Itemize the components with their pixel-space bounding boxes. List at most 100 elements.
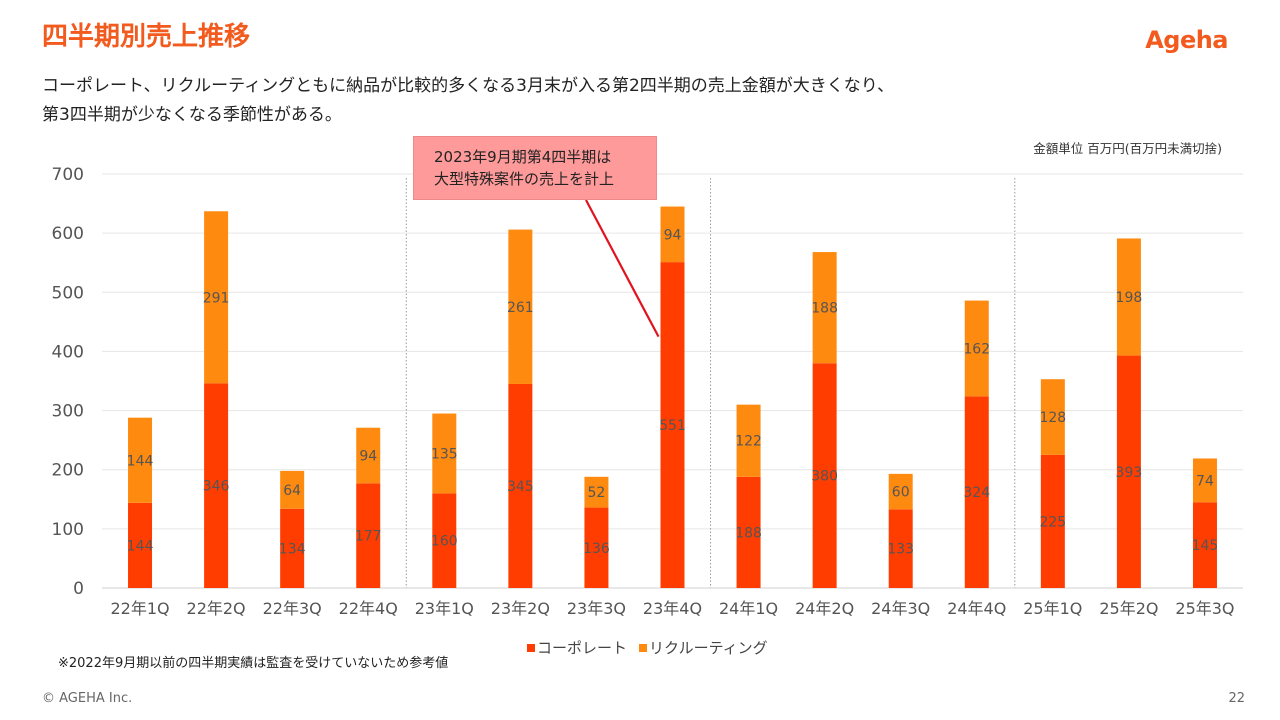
x-tick-label: 23年2Q bbox=[491, 599, 550, 618]
bar-corporate bbox=[280, 508, 305, 588]
data-label-recruiting: 135 bbox=[431, 446, 458, 462]
x-tick-label: 24年3Q bbox=[871, 599, 930, 618]
y-tick-label: 300 bbox=[52, 402, 84, 422]
legend-label-corporate: コーポレート bbox=[537, 639, 628, 657]
bar-corporate bbox=[812, 363, 837, 588]
bar-recruiting bbox=[584, 476, 609, 508]
bar-corporate bbox=[356, 483, 381, 588]
bar-recruiting bbox=[1040, 379, 1065, 455]
data-label-corporate: 551 bbox=[659, 418, 686, 434]
data-label-corporate: 177 bbox=[355, 529, 382, 545]
data-label-recruiting: 291 bbox=[203, 290, 230, 306]
bar-corporate bbox=[964, 396, 989, 588]
data-label-recruiting: 162 bbox=[963, 341, 990, 357]
x-tick-label: 22年3Q bbox=[263, 599, 322, 618]
data-label-corporate: 346 bbox=[203, 479, 230, 495]
y-tick-label: 500 bbox=[52, 283, 84, 303]
data-label-recruiting: 198 bbox=[1116, 290, 1143, 306]
data-label-corporate: 188 bbox=[735, 525, 762, 541]
bar-corporate bbox=[1116, 355, 1141, 588]
data-label-corporate: 145 bbox=[1192, 538, 1219, 554]
description-line-1: コーポレート、リクルーティングともに納品が比較的多くなる3月末が入る第2四半期の… bbox=[42, 76, 895, 96]
x-tick-label: 25年1Q bbox=[1023, 599, 1082, 618]
chart-legend: コーポレート リクルーティング bbox=[527, 637, 768, 658]
x-tick-label: 22年1Q bbox=[110, 599, 169, 618]
callout-pointer bbox=[585, 199, 660, 338]
bar-corporate bbox=[1040, 454, 1065, 588]
data-label-recruiting: 122 bbox=[735, 434, 762, 450]
bar-recruiting bbox=[432, 413, 457, 494]
callout-line-1: 2023年9月期第4四半期は bbox=[434, 148, 612, 166]
x-tick-label: 25年2Q bbox=[1099, 599, 1158, 618]
x-tick-label: 25年3Q bbox=[1175, 599, 1234, 618]
x-tick-label: 24年2Q bbox=[795, 599, 854, 618]
legend-item-corporate: コーポレート bbox=[527, 637, 627, 658]
bar-recruiting bbox=[888, 473, 913, 510]
company-logo: Ageha bbox=[1145, 26, 1228, 54]
data-label-corporate: 160 bbox=[431, 534, 458, 550]
bar-recruiting bbox=[1116, 238, 1141, 356]
y-tick-label: 0 bbox=[73, 579, 84, 599]
y-tick-label: 600 bbox=[52, 224, 84, 244]
y-tick-label: 200 bbox=[52, 461, 84, 481]
x-tick-label: 22年2Q bbox=[187, 599, 246, 618]
data-label-recruiting: 261 bbox=[507, 300, 534, 316]
page-title: 四半期別売上推移 bbox=[42, 22, 251, 52]
bar-corporate bbox=[432, 493, 457, 588]
data-label-corporate: 345 bbox=[507, 479, 534, 495]
data-label-corporate: 133 bbox=[887, 542, 914, 558]
bar-recruiting bbox=[660, 206, 685, 263]
bar-corporate bbox=[204, 383, 229, 588]
copyright: © AGEHA Inc. bbox=[42, 691, 133, 706]
bar-corporate bbox=[128, 502, 153, 588]
unit-note: 金額単位 百万円(百万円未満切捨) bbox=[1033, 141, 1222, 156]
legend-label-recruiting: リクルーティング bbox=[649, 639, 768, 657]
data-label-corporate: 134 bbox=[279, 541, 306, 557]
description-line-2: 第3四半期が少なくなる季節性がある。 bbox=[42, 105, 342, 125]
page-number: 22 bbox=[1228, 691, 1245, 706]
bar-corporate bbox=[888, 509, 913, 588]
bar-corporate bbox=[584, 507, 609, 588]
data-label-corporate: 136 bbox=[583, 541, 610, 557]
callout-box: 2023年9月期第4四半期は 大型特殊案件の売上を計上 bbox=[413, 136, 657, 200]
x-tick-label: 23年4Q bbox=[643, 599, 702, 618]
description: コーポレート、リクルーティングともに納品が比較的多くなる3月末が入る第2四半期の… bbox=[42, 72, 1042, 130]
data-label-corporate: 144 bbox=[127, 538, 154, 554]
legend-swatch-recruiting bbox=[639, 643, 648, 652]
legend-item-recruiting: リクルーティング bbox=[639, 637, 768, 658]
footnote: ※2022年9月期以前の四半期実績は監査を受けていないため参考値 bbox=[58, 656, 449, 671]
data-label-corporate: 393 bbox=[1116, 465, 1143, 481]
data-label-corporate: 324 bbox=[963, 485, 990, 501]
x-tick-label: 24年1Q bbox=[719, 599, 778, 618]
bar-recruiting bbox=[736, 404, 761, 477]
bar-recruiting bbox=[812, 252, 837, 364]
data-label-recruiting: 188 bbox=[811, 301, 838, 317]
legend-swatch-corporate bbox=[527, 643, 535, 652]
data-label-recruiting: 94 bbox=[664, 227, 682, 243]
bar-recruiting bbox=[508, 229, 533, 384]
bar-recruiting bbox=[964, 300, 989, 397]
data-label-recruiting: 60 bbox=[892, 485, 910, 501]
bar-corporate bbox=[736, 476, 761, 588]
bar-corporate bbox=[660, 262, 685, 588]
x-tick-label: 23年1Q bbox=[415, 599, 474, 618]
bar-corporate bbox=[508, 383, 533, 588]
y-tick-label: 700 bbox=[52, 165, 84, 185]
bar-recruiting bbox=[280, 470, 305, 509]
x-tick-label: 23年3Q bbox=[567, 599, 626, 618]
callout-line-2: 大型特殊案件の売上を計上 bbox=[434, 170, 615, 188]
data-label-recruiting: 64 bbox=[283, 483, 301, 499]
data-label-corporate: 225 bbox=[1039, 514, 1066, 530]
data-label-recruiting: 128 bbox=[1039, 410, 1066, 426]
y-tick-label: 100 bbox=[52, 520, 84, 540]
x-tick-label: 24年4Q bbox=[947, 599, 1006, 618]
bar-recruiting bbox=[356, 427, 381, 484]
bar-recruiting bbox=[204, 211, 229, 384]
data-label-recruiting: 74 bbox=[1196, 473, 1214, 489]
bar-corporate bbox=[1192, 502, 1217, 588]
y-tick-label: 400 bbox=[52, 342, 84, 362]
data-label-recruiting: 144 bbox=[127, 453, 154, 469]
x-tick-label: 22年4Q bbox=[339, 599, 398, 618]
data-label-recruiting: 52 bbox=[588, 485, 606, 501]
